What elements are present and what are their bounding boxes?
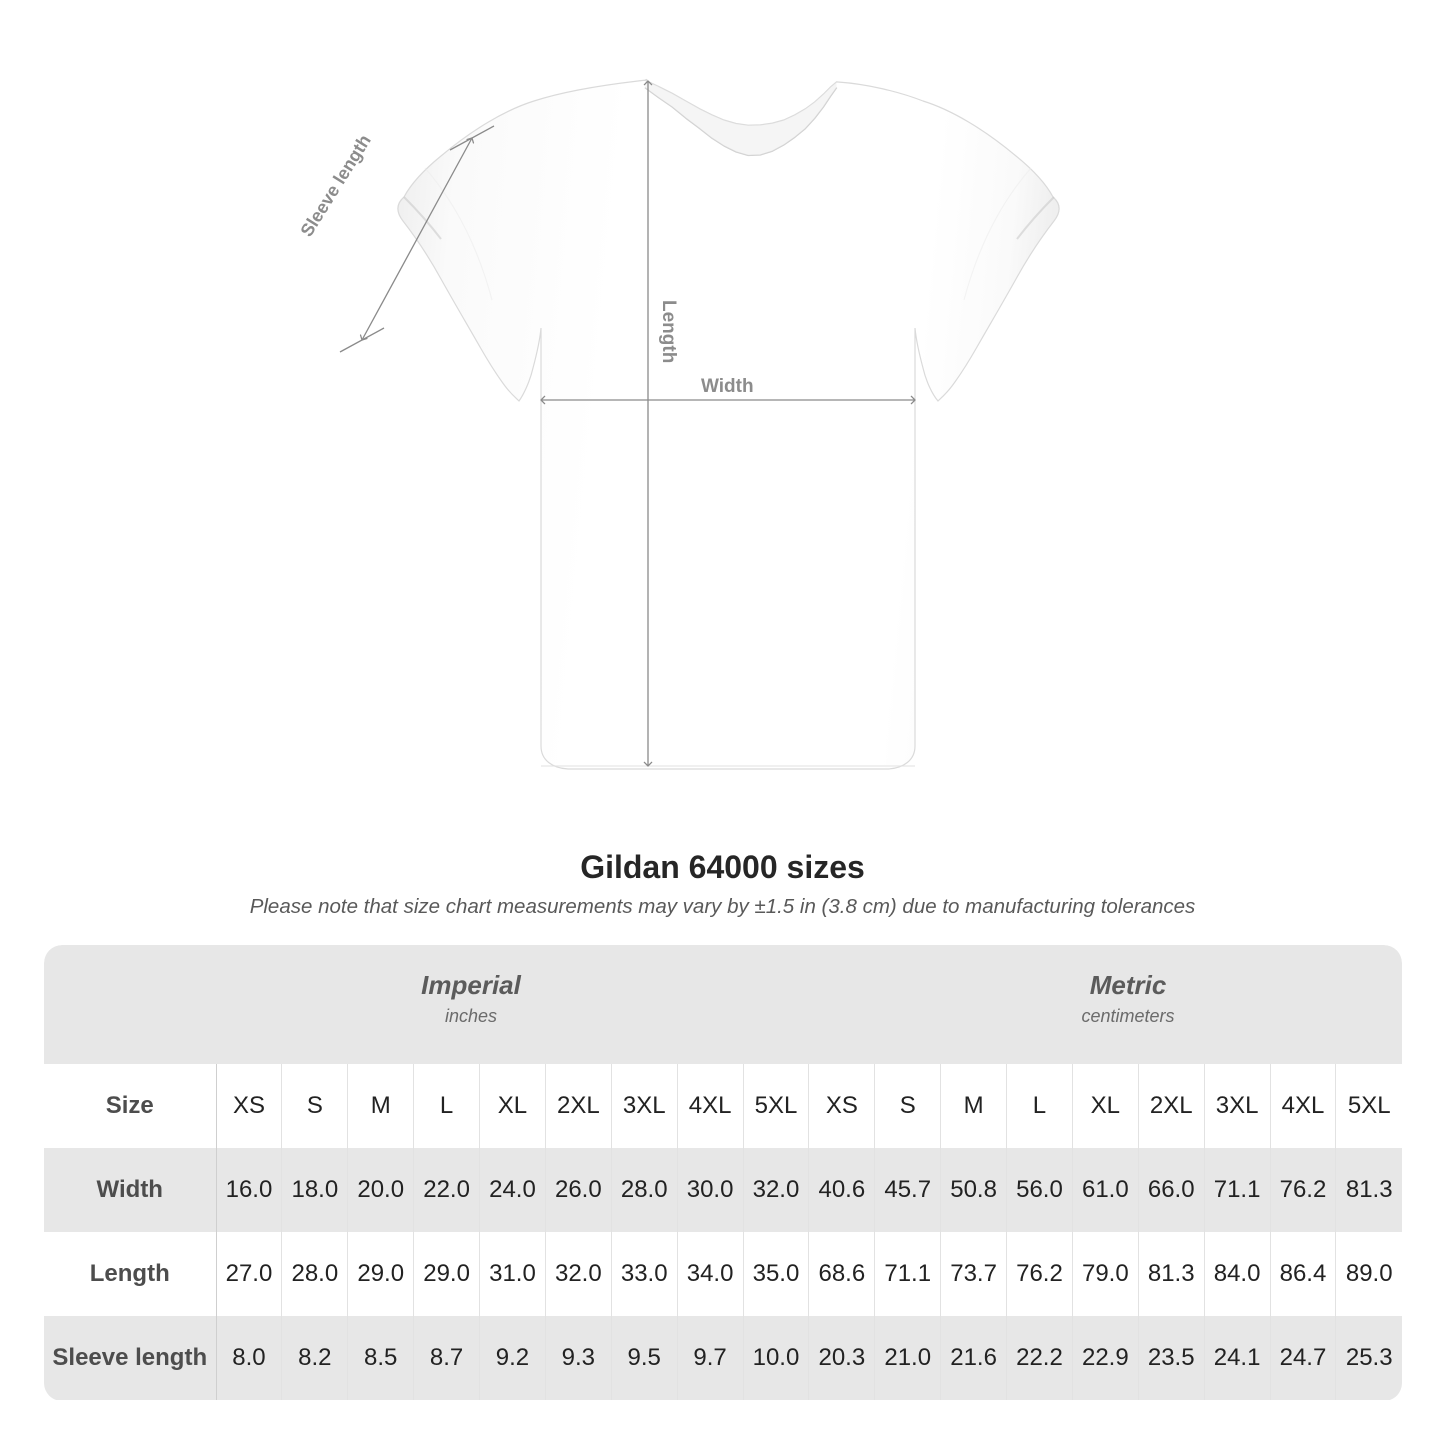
svg-text:Width: Width [701,376,754,397]
svg-text:Sleeve length: Sleeve length [296,131,374,240]
svg-text:Length: Length [658,300,679,363]
